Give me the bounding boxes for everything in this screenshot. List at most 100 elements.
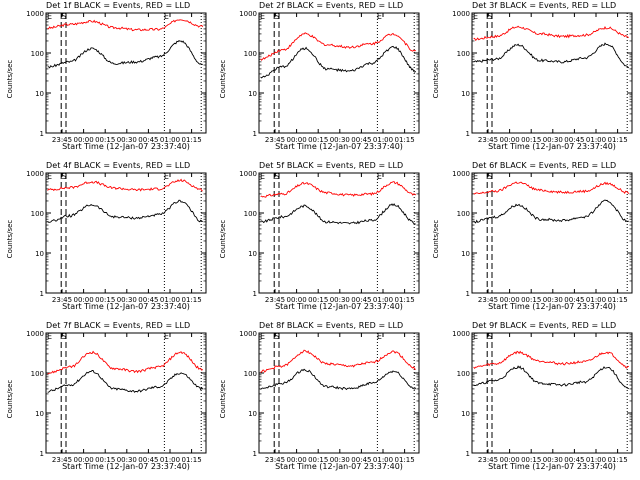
x-tick-label: 01:15: [395, 136, 415, 144]
edge-marker-label: E: [473, 12, 478, 21]
y-tick-label: 1: [253, 290, 257, 298]
x-tick-label: 01:00: [586, 456, 606, 464]
y-tick-label: 1: [253, 130, 257, 138]
series-line-events: [47, 40, 203, 69]
plot-frame: [471, 172, 633, 294]
x-tick-label: 00:45: [351, 456, 371, 464]
series-line-events: [260, 368, 417, 391]
series-line-lld: [260, 181, 417, 198]
x-tick-label: 00:00: [500, 456, 520, 464]
x-tick-label: 01:00: [160, 296, 180, 304]
x-tick-label: 01:15: [395, 456, 415, 464]
x-tick-label: 01:15: [182, 136, 202, 144]
x-axis-label: Start Time (12-Jan-07 23:37:40): [488, 302, 616, 311]
y-tick-label: 1: [253, 450, 257, 458]
end-marker-label: E: [377, 332, 382, 341]
edge-marker-label: E: [473, 332, 478, 341]
x-tick-label: 01:00: [586, 136, 606, 144]
chart-title: Det 3f BLACK = Events, RED = LLD: [472, 1, 617, 10]
y-tick-label: 1000: [26, 10, 44, 18]
end-marker-label: E: [377, 12, 382, 21]
y-tick-label: 100: [457, 50, 470, 58]
y-tick-label: 1: [466, 450, 470, 458]
chart-title: Det 4f BLACK = Events, RED = LLD: [46, 161, 191, 170]
x-tick-label: 23:45: [478, 296, 498, 304]
x-tick-label: 00:15: [521, 456, 541, 464]
chart-svg: 1 10 100 1000 23:45 00:00 00:15 00:30 00:45 01:00…: [26, 330, 207, 464]
y-tick-label: 10: [461, 250, 470, 258]
x-tick-label: 01:15: [608, 456, 628, 464]
chart-svg: 1 10 100 1000 23:45 00:00 00:15 00:30 00:45 01:00…: [239, 170, 420, 304]
x-tick-label: 23:45: [478, 136, 498, 144]
chart-panel-6: Det 6f BLACK = Events, RED = LLD Start Ti…: [426, 160, 639, 320]
chart-panel-4: Det 4f BLACK = Events, RED = LLD Start Ti…: [0, 160, 213, 320]
x-tick-label: 00:00: [500, 296, 520, 304]
series-line-events: [473, 42, 630, 69]
x-tick-label: 00:45: [351, 136, 371, 144]
series-line-lld: [473, 25, 629, 42]
x-tick-label: 00:45: [138, 456, 158, 464]
chart-title: Det 9f BLACK = Events, RED = LLD: [472, 321, 617, 330]
plot-frame: [45, 172, 207, 294]
end-marker-label: E: [377, 172, 382, 181]
x-axis-label: Start Time (12-Jan-07 23:37:40): [488, 142, 616, 151]
start-marker-label: S: [61, 332, 66, 341]
x-tick-label: 00:45: [564, 296, 584, 304]
y-tick-label: 10: [461, 90, 470, 98]
x-tick-label: 01:15: [182, 296, 202, 304]
x-tick-label: 00:45: [351, 296, 371, 304]
x-tick-label: 01:15: [608, 136, 628, 144]
y-tick-label: 1: [466, 130, 470, 138]
x-tick-label: 00:30: [330, 296, 350, 304]
series-line-lld: [260, 349, 416, 373]
plot-frame: [258, 332, 420, 454]
x-tick-label: 01:15: [182, 456, 202, 464]
series-line-lld: [260, 32, 417, 61]
x-tick-label: 00:45: [138, 136, 158, 144]
chart-svg: 1 10 100 1000 23:45 00:00 00:15 00:30 00:45 01:00…: [26, 170, 207, 304]
chart-title: Det 1f BLACK = Events, RED = LLD: [46, 1, 191, 10]
x-tick-label: 00:30: [330, 136, 350, 144]
series-line-events: [473, 199, 629, 224]
end-marker-label: E: [164, 12, 169, 21]
x-tick-label: 01:00: [160, 136, 180, 144]
x-tick-label: 00:00: [287, 296, 307, 304]
x-tick-label: 00:15: [521, 296, 541, 304]
end-marker-label: E: [164, 332, 169, 341]
x-tick-label: 01:00: [373, 456, 393, 464]
x-tick-label: 00:00: [287, 136, 307, 144]
start-marker-label: S: [61, 12, 66, 21]
y-tick-label: 100: [457, 370, 470, 378]
x-axis-label: Start Time (12-Jan-07 23:37:40): [62, 462, 190, 471]
start-marker-label: S: [487, 172, 492, 181]
x-tick-label: 01:00: [160, 456, 180, 464]
start-marker-label: S: [61, 172, 66, 181]
y-tick-label: 1: [40, 450, 44, 458]
chart-panel-2: Det 2f BLACK = Events, RED = LLD Start Ti…: [213, 0, 426, 160]
y-tick-label: 10: [35, 90, 44, 98]
series-line-events: [47, 370, 204, 393]
chart-title: Det 2f BLACK = Events, RED = LLD: [259, 1, 404, 10]
x-tick-label: 23:45: [52, 136, 72, 144]
x-tick-label: 00:15: [95, 136, 115, 144]
edge-marker-label: E: [473, 172, 478, 181]
edge-marker-label: E: [47, 332, 52, 341]
x-axis-label: Start Time (12-Jan-07 23:37:40): [275, 142, 403, 151]
x-tick-label: 00:45: [138, 296, 158, 304]
x-tick-label: 00:00: [74, 456, 94, 464]
x-tick-label: 00:30: [543, 456, 563, 464]
x-tick-label: 00:00: [500, 136, 520, 144]
edge-marker-label: E: [47, 12, 52, 21]
x-tick-label: 00:30: [543, 136, 563, 144]
y-tick-label: 100: [31, 50, 44, 58]
chart-svg: 1 10 100 1000 23:45 00:00 00:15 00:30 00:45 01:00…: [26, 10, 207, 144]
x-axis-label: Start Time (12-Jan-07 23:37:40): [275, 462, 403, 471]
x-tick-label: 01:00: [586, 296, 606, 304]
y-tick-label: 100: [31, 370, 44, 378]
chart-panel-1: Det 1f BLACK = Events, RED = LLD Start Ti…: [0, 0, 213, 160]
series-line-lld: [473, 350, 629, 369]
x-tick-label: 00:15: [308, 136, 328, 144]
x-axis-label: Start Time (12-Jan-07 23:37:40): [62, 302, 190, 311]
y-tick-label: 10: [248, 90, 257, 98]
x-tick-label: 00:30: [117, 136, 137, 144]
